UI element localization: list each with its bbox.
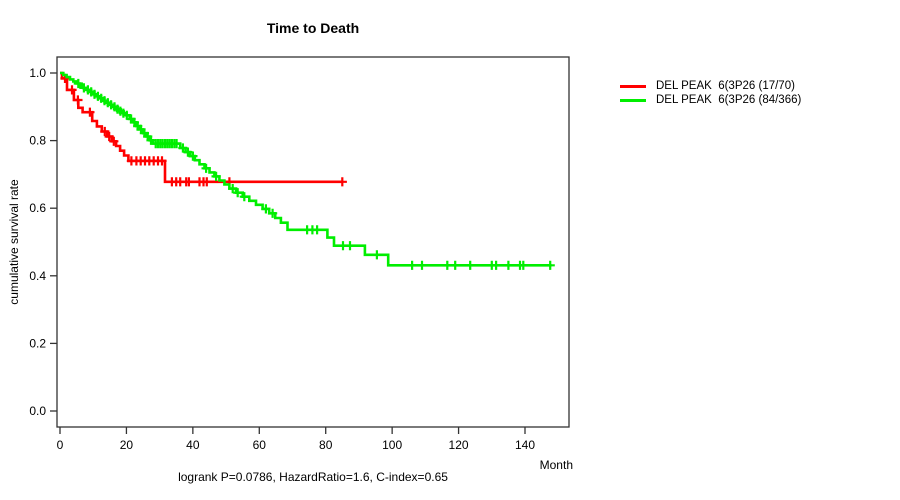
- x-axis-label: Month: [539, 458, 573, 472]
- y-tick-label: 0.0: [29, 404, 46, 418]
- y-axis-label: cumulative survival rate: [7, 179, 21, 305]
- x-tick-label: 20: [120, 438, 134, 452]
- x-tick-label: 100: [382, 438, 402, 452]
- x-tick-label: 0: [57, 438, 64, 452]
- legend-line-swatch-green: [620, 98, 646, 102]
- survival-curve-group2: [60, 71, 552, 267]
- legend-line-swatch-red: [620, 84, 646, 88]
- y-tick-label: 0.6: [29, 201, 46, 215]
- x-tick-label: 80: [319, 438, 333, 452]
- y-tick-label: 0.4: [29, 269, 46, 283]
- legend: DEL PEAK 6(3P26 (17/70) DEL PEAK 6(3P26 …: [620, 79, 801, 107]
- x-tick-label: 120: [449, 438, 469, 452]
- y-tick-label: 1.0: [29, 66, 46, 80]
- legend-item-group1: DEL PEAK 6(3P26 (17/70): [620, 79, 801, 93]
- chart-title: Time to Death: [266, 20, 360, 36]
- legend-item-group2: DEL PEAK 6(3P26 (84/366): [620, 93, 801, 107]
- x-tick-label: 140: [515, 438, 535, 452]
- legend-label-group1: DEL PEAK 6(3P26 (17/70): [656, 80, 795, 92]
- y-tick-label: 0.8: [29, 134, 46, 148]
- survival-curve-group1: [60, 71, 343, 184]
- x-tick-label: 60: [253, 438, 267, 452]
- plot-frame: [56, 56, 570, 428]
- y-tick-label: 0.2: [29, 336, 46, 350]
- legend-label-group2: DEL PEAK 6(3P26 (84/366): [656, 94, 802, 106]
- x-tick-label: 40: [186, 438, 200, 452]
- censor-marks-group1: [60, 73, 347, 187]
- statistics-annotation: logrank P=0.0786, HazardRatio=1.6, C-ind…: [178, 470, 448, 484]
- censor-marks-group2: [73, 78, 555, 270]
